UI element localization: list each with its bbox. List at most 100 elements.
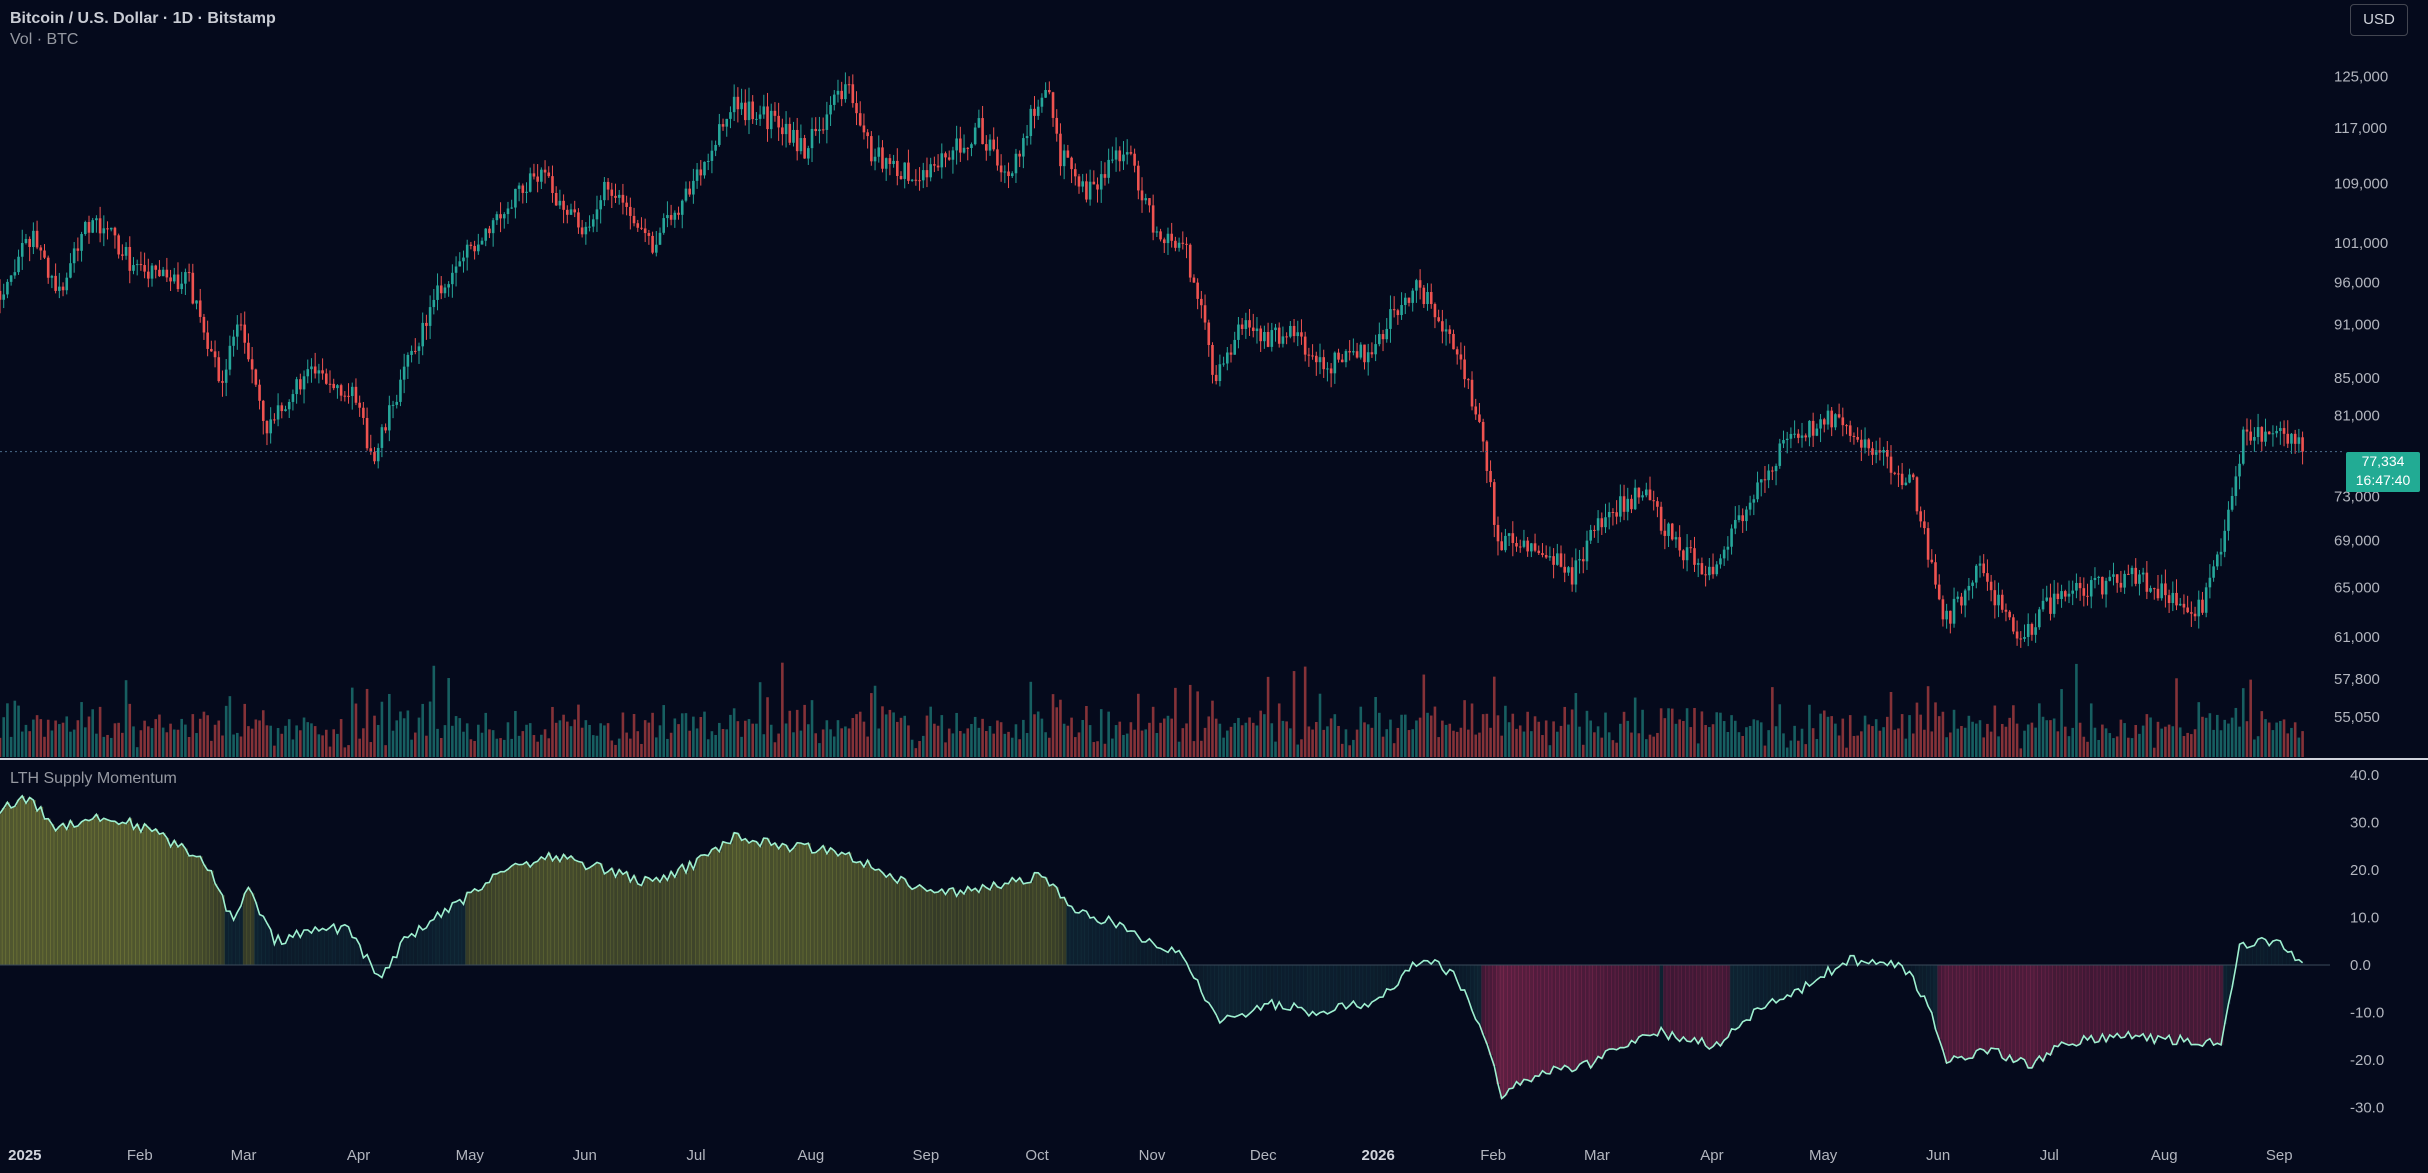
- candle-body: [1214, 374, 1218, 382]
- volume-bar: [1107, 711, 1110, 757]
- candle-body: [877, 147, 881, 157]
- time-axis[interactable]: 2025 Feb Mar Apr May Jun Jul Aug Sep Oct Nov Dec 202…: [8, 1147, 2292, 1164]
- volume-bar: [1589, 720, 1592, 757]
- oscillator-fill: [1425, 960, 1430, 965]
- candle-body: [1615, 512, 1618, 517]
- oscillator-fill: [1800, 965, 1805, 993]
- candle-body: [1296, 332, 1300, 337]
- volume-bar: [58, 724, 61, 757]
- volume-legend[interactable]: Vol · BTC: [10, 31, 79, 48]
- volume-bar: [706, 739, 710, 757]
- volume-bar: [2104, 728, 2108, 757]
- oscillator-fill: [2074, 965, 2079, 1046]
- oscillator-fill: [1251, 965, 1256, 1011]
- volume-bar: [376, 724, 380, 757]
- oscillator-fill: [331, 924, 337, 965]
- volume-bar: [258, 720, 261, 757]
- symbol-title[interactable]: Bitcoin / U.S. Dollar · 1D · Bitstamp: [10, 10, 276, 27]
- oscillator-fill: [906, 885, 911, 965]
- oscillator-fill: [895, 883, 900, 965]
- oscillator-fill: [813, 852, 819, 965]
- volume-bar: [1211, 700, 1214, 757]
- volume-bar: [2241, 688, 2245, 757]
- volume-bar: [1841, 718, 1845, 757]
- oscillator-fill: [2133, 965, 2139, 1036]
- candle-body: [1326, 368, 1329, 370]
- volume-bar: [543, 729, 547, 757]
- oscillator-fill: [850, 861, 856, 965]
- volume-bar: [1752, 719, 1756, 757]
- indicator-title[interactable]: LTH Supply Momentum: [10, 770, 177, 787]
- candle-body: [1181, 242, 1185, 244]
- currency-button[interactable]: USD: [2350, 4, 2408, 36]
- oscillator-fill: [1618, 965, 1623, 1048]
- oscillator-fill: [257, 914, 262, 965]
- volume-bar: [1967, 715, 1971, 757]
- oscillator-fill: [676, 868, 681, 965]
- volume-bar: [766, 697, 769, 757]
- oscillator-fill: [357, 944, 363, 965]
- volume-bar: [2208, 713, 2212, 757]
- volume-bar: [1218, 723, 1222, 757]
- volume-bar: [1114, 725, 1118, 757]
- oscillator-fill: [1677, 965, 1683, 1042]
- volume-bar: [1989, 731, 1993, 757]
- volume-bar: [2019, 748, 2023, 757]
- candle-body: [1693, 548, 1696, 565]
- oscillator-fill: [1785, 965, 1790, 995]
- oscillator-fill: [728, 843, 733, 965]
- oscillator-fill: [1080, 909, 1086, 965]
- oscillator-fill: [1210, 965, 1215, 1009]
- oscillator-fill: [769, 845, 774, 965]
- candle-body: [254, 369, 258, 385]
- volume-bar: [1856, 735, 1859, 757]
- oscillator-fill: [1903, 965, 1909, 975]
- oscillator-fill: [2026, 965, 2031, 1068]
- volume-bar: [528, 723, 532, 757]
- volume-bar: [1044, 732, 1047, 757]
- oscillator-fill: [1110, 921, 1115, 965]
- oscillator-fill: [298, 937, 303, 965]
- candle-body: [1229, 352, 1233, 355]
- candle-body: [239, 324, 243, 326]
- candle-body: [1637, 487, 1641, 498]
- oscillator-fill: [1017, 877, 1023, 965]
- oscillator-fill: [1796, 965, 1801, 989]
- volume-bar: [1010, 737, 1014, 757]
- oscillator-fill: [520, 864, 526, 965]
- volume-bar: [807, 724, 810, 757]
- volume-bar: [1585, 710, 1589, 757]
- oscillator-fill: [428, 921, 433, 965]
- oscillator-fill: [291, 937, 296, 965]
- volume-bar: [2253, 739, 2256, 757]
- candle-body: [1619, 496, 1622, 517]
- oscillator-fill: [2222, 965, 2228, 1025]
- oscillator-axis[interactable]: 40.030.020.010.00.0-10.0-20.0-30.0: [2350, 767, 2384, 1117]
- price-tick-label: 96,000: [2334, 275, 2380, 292]
- volume-bar: [195, 733, 198, 757]
- candle-body: [1007, 171, 1010, 177]
- candle-body: [1837, 414, 1841, 418]
- candle-body: [1396, 310, 1400, 316]
- candle-body: [1077, 176, 1081, 187]
- volume-bar: [2301, 731, 2304, 757]
- candle-body: [1518, 546, 1522, 548]
- volume-bar: [98, 706, 102, 757]
- candle-body: [1689, 547, 1693, 549]
- candle-body: [1359, 344, 1363, 358]
- oscillator-fill: [2056, 965, 2061, 1047]
- volume-bar: [940, 715, 944, 757]
- candle-body: [1648, 489, 1652, 501]
- candle-body: [1567, 567, 1570, 573]
- oscillator-fill: [1247, 965, 1252, 1014]
- price-axis[interactable]: 125,000117,000109,000101,00096,00091,000…: [2334, 69, 2388, 726]
- oscillator-fill: [153, 829, 159, 965]
- candle-body: [2056, 593, 2060, 600]
- oscillator-fill: [710, 849, 715, 965]
- volume-bar: [762, 734, 766, 757]
- volume-bar: [551, 706, 554, 757]
- volume-bar: [91, 709, 94, 757]
- volume-bar: [2108, 733, 2112, 757]
- oscillator-fill: [532, 862, 537, 965]
